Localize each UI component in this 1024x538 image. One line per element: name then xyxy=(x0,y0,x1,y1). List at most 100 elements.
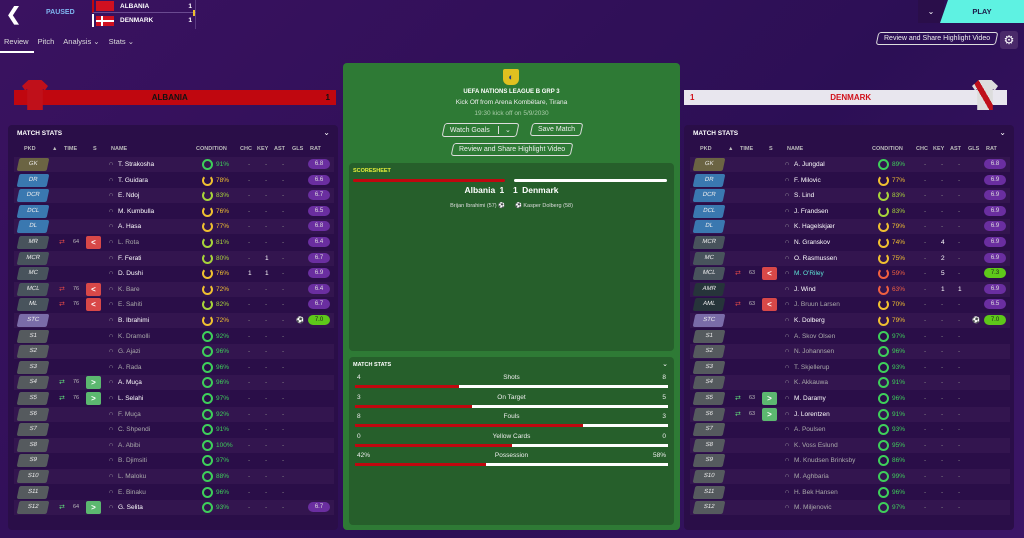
player-row[interactable]: GK ∩ A. Jungdal 89% - - - 6.8 xyxy=(690,157,1010,172)
player-name[interactable]: M. Knudsen Brinksby xyxy=(794,457,856,465)
sub-on-button[interactable]: > xyxy=(86,392,101,405)
player-name[interactable]: B. Djimsiti xyxy=(118,457,147,465)
column-header-chc[interactable]: CHC xyxy=(240,146,252,152)
player-name[interactable]: J. Lorentzen xyxy=(794,410,830,418)
player-name[interactable]: K. Voss Eslund xyxy=(794,441,838,449)
player-row[interactable]: S10 ∩ L. Maloku 88% - - - xyxy=(14,469,334,484)
player-name[interactable]: L. Rota xyxy=(118,239,139,246)
player-row[interactable]: MCL ⇄ 63 < ∩ M. O'Riley 59% - 5 - 7.3 xyxy=(690,266,1010,281)
chevron-down-icon[interactable]: ⌄ xyxy=(497,126,511,134)
player-name[interactable]: G. Ajazi xyxy=(118,348,141,356)
column-header-gls[interactable]: GLS xyxy=(292,146,304,152)
player-name[interactable]: O. Rasmussen xyxy=(794,254,837,262)
player-row[interactable]: MCR ∩ N. Granskov 74% - 4 - 6.9 xyxy=(690,235,1010,250)
player-name[interactable]: N. Johannsen xyxy=(794,348,835,356)
player-name[interactable]: A. Skov Olsen xyxy=(794,332,836,340)
player-row[interactable]: DCR ∩ E. Ndoj 83% - - - 6.7 xyxy=(14,188,334,204)
player-name[interactable]: K. Dramolli xyxy=(118,332,150,340)
player-row[interactable]: S5 ⇄ 76 > ∩ L. Selahi 97% - - - xyxy=(14,391,334,406)
player-row[interactable]: MCR ∩ F. Ferati 80% - 1 - 6.7 xyxy=(14,250,334,266)
sub-on-button[interactable]: > xyxy=(762,392,777,405)
column-header-time[interactable]: TIME xyxy=(64,146,78,152)
player-row[interactable]: DCL ∩ M. Kumbulla 76% - - - 6.5 xyxy=(14,204,334,219)
player-name[interactable]: A. Abibi xyxy=(118,441,141,449)
player-name[interactable]: A. Rada xyxy=(118,363,142,371)
player-row[interactable]: S1 ∩ A. Skov Olsen 97% - - - xyxy=(690,329,1010,344)
column-header-name[interactable]: NAME xyxy=(787,146,804,152)
column-header-key[interactable]: KEY xyxy=(257,146,269,152)
player-row[interactable]: DCR ∩ S. Lind 83% - - - 6.9 xyxy=(690,188,1010,204)
player-name[interactable]: J. Wind xyxy=(794,285,816,293)
player-row[interactable]: S3 ∩ A. Rada 96% - - - xyxy=(14,360,334,375)
player-name[interactable]: F. Milovic xyxy=(794,176,821,184)
column-header-pkd[interactable]: PKD xyxy=(24,146,36,152)
player-name[interactable]: J. Frandsen xyxy=(794,207,829,215)
column-header-ast[interactable]: AST xyxy=(274,146,285,152)
player-row[interactable]: MC ∩ D. Dushi 76% 1 1 - 6.9 xyxy=(14,266,334,281)
sub-off-button[interactable]: < xyxy=(86,282,101,296)
back-button[interactable]: ❮ xyxy=(6,4,22,24)
column-header-name[interactable]: NAME xyxy=(111,146,128,152)
player-name[interactable]: T. Guidara xyxy=(118,176,148,184)
player-name[interactable]: N. Granskov xyxy=(794,239,831,246)
player-row[interactable]: STC ∩ B. Ibrahimi 72% - - - ⚽ 7.0 xyxy=(14,313,334,328)
player-row[interactable]: MC ∩ O. Rasmussen 75% - 2 - 6.9 xyxy=(690,250,1010,266)
sub-on-button[interactable]: > xyxy=(762,407,777,421)
column-header-rat[interactable]: RAT xyxy=(986,146,997,152)
column-header-pkd[interactable]: PKD xyxy=(700,146,712,152)
column-header-s[interactable]: S xyxy=(93,146,97,152)
player-row[interactable]: STC ∩ K. Dolberg 79% - - - ⚽ 7.0 xyxy=(690,313,1010,328)
player-row[interactable]: AML ⇄ 63 < ∩ J. Bruun Larsen 70% - - - 6.5 xyxy=(690,297,1010,312)
player-name[interactable]: A. Jungdal xyxy=(794,161,825,168)
column-header-ast[interactable]: AST xyxy=(950,146,961,152)
player-row[interactable]: S2 ∩ N. Johannsen 96% - - - xyxy=(690,344,1010,360)
chevron-down-icon[interactable]: ⌄ xyxy=(662,361,668,368)
sub-off-button[interactable]: < xyxy=(762,267,777,281)
player-name[interactable]: E. Sahiti xyxy=(118,301,143,309)
player-row[interactable]: S2 ∩ G. Ajazi 96% - - - xyxy=(14,344,334,360)
player-name[interactable]: C. Shpendi xyxy=(118,426,151,434)
player-name[interactable]: M. Miljenovic xyxy=(794,504,832,512)
tab-analysis[interactable]: Analysis ⌄ xyxy=(63,37,100,46)
sub-off-button[interactable]: < xyxy=(762,298,777,312)
player-row[interactable]: DL ∩ A. Hasa 77% - - - 6.8 xyxy=(14,219,334,235)
column-header-chc[interactable]: CHC xyxy=(916,146,928,152)
column-header-sort-arrow[interactable]: ▲ xyxy=(728,146,734,152)
player-name[interactable]: K. Akkauwa xyxy=(794,379,828,387)
player-row[interactable]: S1 ∩ K. Dramolli 92% - - - xyxy=(14,329,334,344)
player-row[interactable]: S11 ∩ H. Bek Hansen 96% - - - xyxy=(690,485,1010,500)
player-name[interactable]: B. Ibrahimi xyxy=(118,317,150,324)
gear-icon[interactable]: ⚙ xyxy=(1000,31,1018,49)
player-row[interactable]: DR ∩ T. Guidara 78% - - - 6.6 xyxy=(14,173,334,188)
player-name[interactable]: K. Dolberg xyxy=(794,317,825,324)
column-header-gls[interactable]: GLS xyxy=(968,146,980,152)
player-row[interactable]: S10 ∩ M. Aghbaria 99% - - - xyxy=(690,469,1010,484)
player-name[interactable]: T. Skjellerup xyxy=(794,363,830,371)
player-name[interactable]: M. Kumbulla xyxy=(118,207,155,215)
player-row[interactable]: S6 ⇄ 63 > ∩ J. Lorentzen 91% - - - xyxy=(690,406,1010,422)
column-header-condition[interactable]: CONDITION xyxy=(872,146,903,152)
player-row[interactable]: S9 ∩ M. Knudsen Brinksby 86% - - - xyxy=(690,453,1010,468)
sub-off-button[interactable]: < xyxy=(86,298,101,312)
player-row[interactable]: DR ∩ F. Milovic 77% - - - 6.9 xyxy=(690,173,1010,188)
player-name[interactable]: E. Ndoj xyxy=(118,192,140,200)
player-row[interactable]: S4 ⇄ 76 > ∩ A. Muça 96% - - - xyxy=(14,375,334,391)
player-name[interactable]: L. Maloku xyxy=(118,473,147,480)
player-row[interactable]: GK ∩ T. Strakosha 91% - - - 6.8 xyxy=(14,157,334,172)
review-highlight-video-button[interactable]: Review and Share Highlight Video xyxy=(450,143,574,156)
sub-on-button[interactable]: > xyxy=(86,376,101,390)
tab-review[interactable]: Review xyxy=(0,34,34,53)
player-row[interactable]: DCL ∩ J. Frandsen 83% - - - 6.9 xyxy=(690,204,1010,219)
play-options-dropdown[interactable]: ⌄ xyxy=(918,0,944,23)
review-highlight-button[interactable]: Review and Share Highlight Video xyxy=(875,32,999,45)
player-name[interactable]: E. Binaku xyxy=(118,488,146,496)
player-row[interactable]: S9 ∩ B. Djimsiti 97% - - - xyxy=(14,453,334,468)
player-row[interactable]: DL ∩ K. Hagelskjær 79% - - - 6.9 xyxy=(690,219,1010,235)
player-row[interactable]: S8 ∩ A. Abibi 100% - - - xyxy=(14,437,334,453)
watch-goals-button[interactable]: Watch Goals ⌄ xyxy=(441,123,520,137)
player-name[interactable]: A. Muça xyxy=(118,379,142,387)
player-row[interactable]: S12 ⇄ 64 > ∩ G. Selita 93% - - - 6.7 xyxy=(14,500,334,516)
chevron-down-icon[interactable]: ⌄ xyxy=(323,128,330,137)
player-row[interactable]: AMR ∩ J. Wind 63% - 1 1 6.9 xyxy=(690,281,1010,297)
player-name[interactable]: H. Bek Hansen xyxy=(794,488,838,496)
